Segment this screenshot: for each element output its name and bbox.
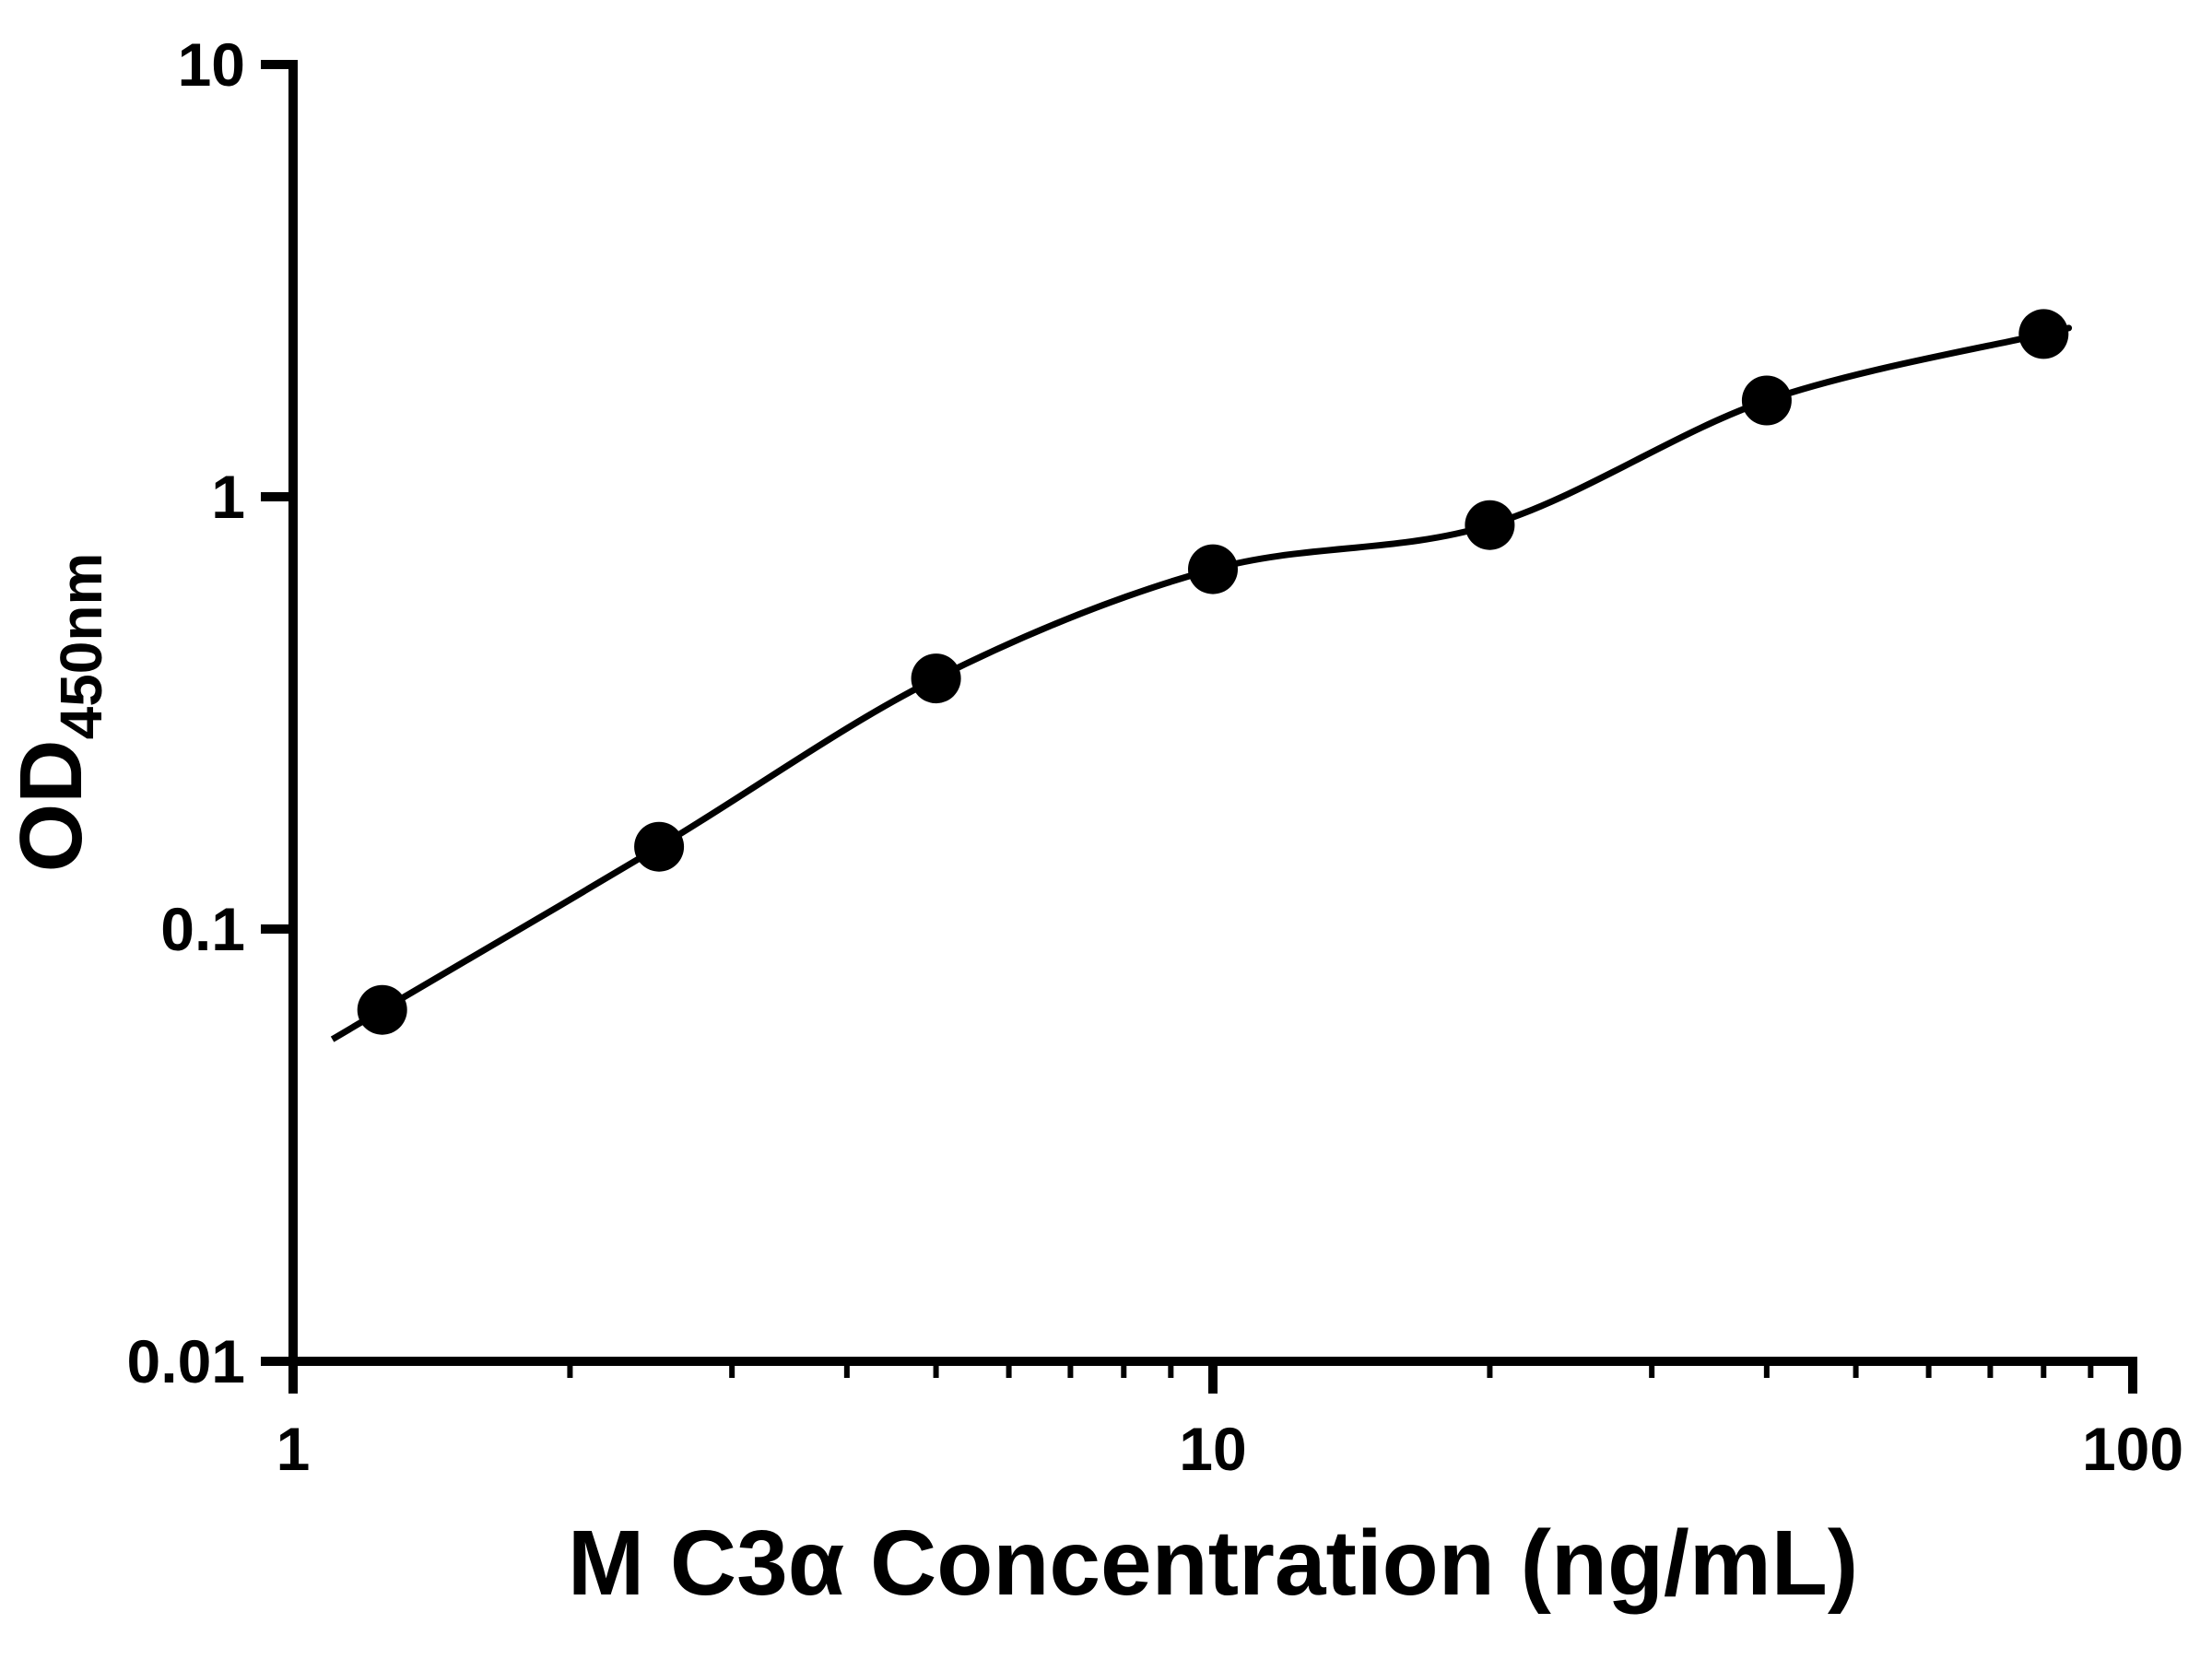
y-tick-label: 1	[211, 463, 245, 531]
y-axis-title-subscript: 450nm	[48, 553, 114, 740]
y-tick-label: 0.1	[160, 895, 245, 963]
data-point	[357, 984, 407, 1035]
data-point	[1188, 544, 1238, 594]
y-tick-label: 10	[178, 30, 245, 99]
plot-area: 1 10 100 0.01 0.1 1 10	[127, 30, 2184, 1483]
y-tick-label: 0.01	[127, 1327, 245, 1395]
data-point	[2018, 309, 2069, 359]
data-point	[1741, 375, 1792, 426]
x-tick-label: 1	[276, 1415, 311, 1483]
data-point	[634, 821, 685, 872]
y-axis-title: OD450nm	[2, 553, 114, 873]
fit-curve	[330, 324, 2073, 1042]
y-axis-title-main: OD	[2, 739, 100, 872]
x-axis-title: M C3α Concentration (ng/mL)	[568, 1512, 1858, 1615]
x-tick-label: 10	[1179, 1415, 1246, 1483]
data-point	[911, 653, 961, 704]
data-point	[1465, 500, 1515, 550]
x-tick-label: 100	[2082, 1415, 2183, 1483]
